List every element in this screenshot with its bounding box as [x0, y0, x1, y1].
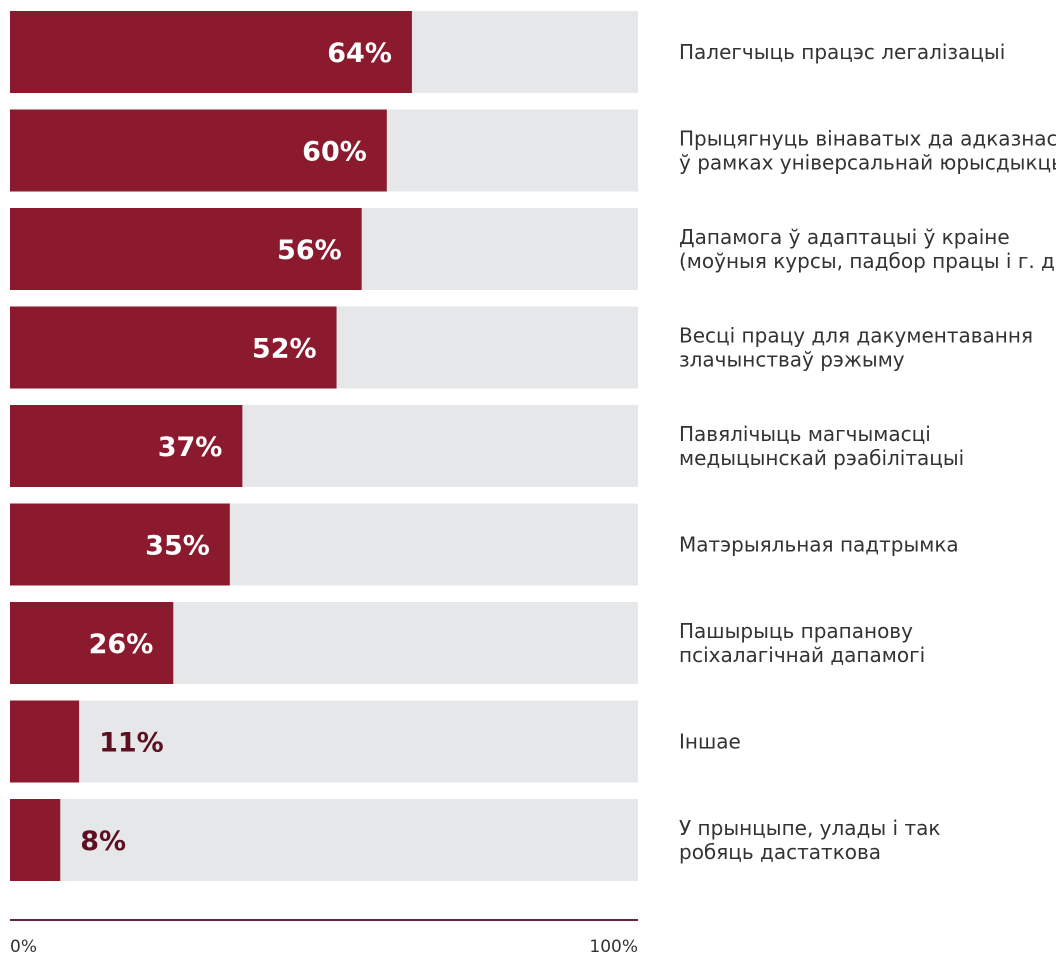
bar-track	[10, 700, 638, 783]
category-label: псіхалагічнай дапамогі	[679, 643, 925, 667]
bar	[10, 503, 230, 586]
category-label: Павялічыць магчымасці	[679, 422, 931, 446]
category-label: робяць дастаткова	[679, 840, 881, 864]
category-label: Палегчыць працэс легалізацыі	[679, 40, 1005, 64]
category-label: Весці працу для дакументавання	[679, 324, 1033, 348]
bar-track	[10, 799, 638, 881]
bar-value-label: 52%	[252, 334, 317, 365]
category-label: Матэрыяльная падтрымка	[679, 533, 959, 557]
bar-value-label: 64%	[327, 38, 392, 69]
bar	[10, 602, 174, 684]
bar	[10, 799, 61, 881]
x-tick-label: 0%	[10, 937, 37, 956]
category-label: злачынстваў рэжыму	[679, 348, 905, 372]
bar	[10, 109, 387, 192]
x-tick-label: 100%	[589, 937, 638, 956]
bar-value-label: 26%	[89, 629, 154, 660]
category-label: Пашырыць прапанову	[679, 619, 913, 643]
bar	[10, 306, 337, 389]
bar-value-label: 11%	[99, 728, 164, 759]
category-label: ў рамках універсальнай юрысдыкцыі	[679, 151, 1056, 175]
bar	[10, 405, 243, 487]
category-label: Прыцягнуць вінаватых да адказнасці	[679, 127, 1056, 151]
bar-value-label: 60%	[302, 137, 367, 168]
bar-value-label: 8%	[80, 826, 126, 857]
category-label: Іншае	[679, 730, 741, 754]
bar	[10, 208, 362, 290]
category-label: Дапамога ў адаптацыі ў краіне	[679, 225, 1010, 249]
bar	[10, 700, 80, 783]
category-label: медыцынскай рэабілітацыі	[679, 446, 964, 470]
category-label: (моўныя курсы, падбор працы і г. д.)	[679, 249, 1056, 273]
bar-value-label: 37%	[158, 432, 223, 463]
category-label: У прынцыпе, улады і так	[679, 816, 940, 840]
bar	[10, 11, 412, 93]
bar-value-label: 35%	[145, 531, 210, 562]
bar-value-label: 56%	[277, 235, 342, 266]
